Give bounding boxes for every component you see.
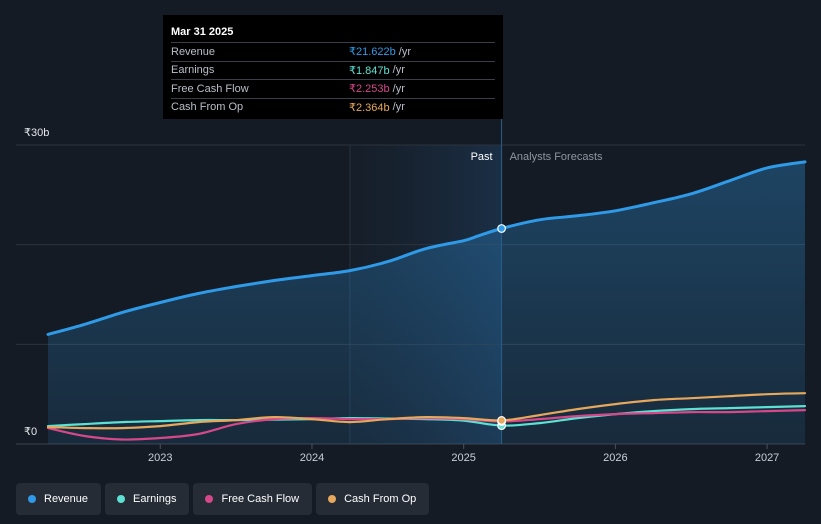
legend-label: Revenue [44,493,89,505]
x-tick-label: 2026 [603,452,627,464]
x-tick-label: 2023 [148,452,172,464]
legend-item-cash-from-op[interactable]: Cash From Op [316,483,430,515]
y-tick-label: ₹30b [24,127,49,139]
tooltip-label: Revenue [171,45,216,58]
x-tick-label: 2027 [755,452,779,464]
tooltip-label: Cash From Op [171,101,244,114]
tooltip-unit: /yr [392,101,405,114]
legend-dot-icon [28,495,36,503]
x-tick-label: 2024 [300,452,324,464]
tooltip-row-cash-from-op: Cash From Op ₹2.364b /yr [171,97,495,117]
legend-dot-icon [205,495,214,503]
revenue-marker [497,224,506,233]
y-tick-label: ₹0 [24,426,37,438]
cash-from-op-line [46,392,807,430]
tooltip: Mar 31 2025 Revenue ₹21.622b /yr Earning… [163,15,503,119]
tooltip-value: ₹2.253b [349,83,390,96]
x-tick-label: 2025 [451,452,475,464]
tooltip-unit: /yr [398,45,411,58]
tooltip-row-earnings: Earnings ₹1.847b /yr [171,60,495,80]
legend: Revenue Earnings Free Cash Flow Cash Fro… [16,483,430,515]
legend-label: Earnings [133,493,177,505]
past-label: Past [471,151,493,163]
forecast-label: Analysts Forecasts [510,151,603,163]
tooltip-label: Earnings [171,64,215,77]
tooltip-value: ₹1.847b [349,64,390,77]
legend-item-earnings[interactable]: Earnings [105,483,190,515]
legend-dot-icon [117,495,126,503]
tooltip-value: ₹2.364b [349,101,390,114]
tooltip-unit: /yr [392,82,405,95]
legend-item-free-cash-flow[interactable]: Free Cash Flow [193,483,313,515]
legend-item-revenue[interactable]: Revenue [16,483,102,515]
revenue-area [48,161,805,444]
tooltip-row-free-cash-flow: Free Cash Flow ₹2.253b /yr [171,79,495,98]
tooltip-value: ₹21.622b [349,46,396,59]
tooltip-label: Free Cash Flow [171,82,249,95]
legend-label: Free Cash Flow [221,493,300,505]
legend-label: Cash From Op [344,493,417,505]
legend-dot-icon [328,495,337,503]
cash-from-op-marker [497,416,506,425]
revenue-line [46,160,807,336]
tooltip-date: Mar 31 2025 [171,26,234,38]
tooltip-row-revenue: Revenue ₹21.622b /yr [171,42,495,61]
tooltip-unit: /yr [392,64,405,77]
